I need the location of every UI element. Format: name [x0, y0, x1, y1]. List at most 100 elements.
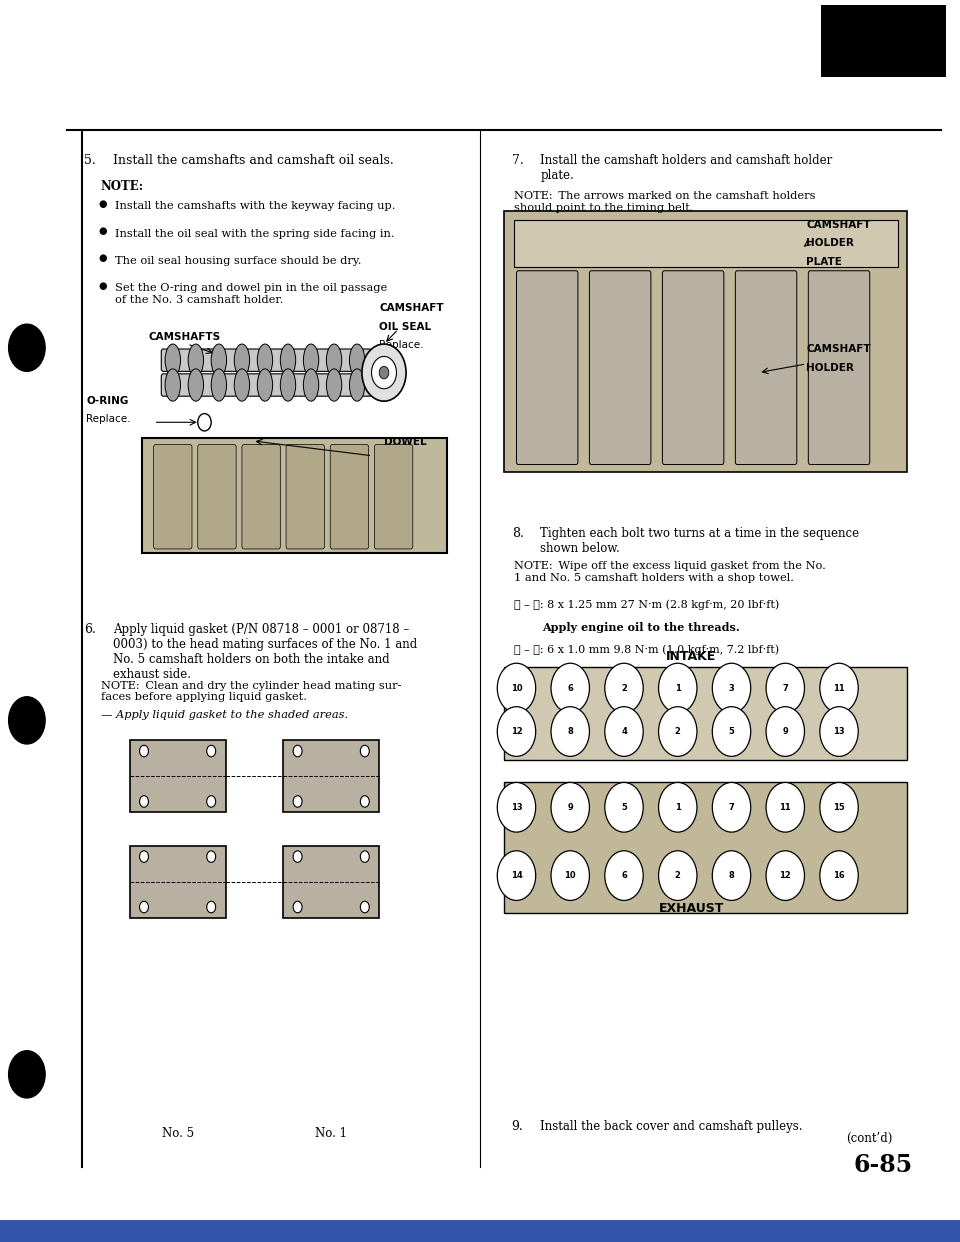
FancyBboxPatch shape	[161, 349, 372, 371]
Text: ●: ●	[99, 226, 107, 236]
Circle shape	[360, 796, 370, 807]
Text: HOLDER: HOLDER	[806, 363, 854, 373]
Text: ●: ●	[99, 281, 107, 291]
Text: 8.: 8.	[512, 527, 523, 539]
Text: CAMSHAFT: CAMSHAFT	[806, 344, 871, 354]
Circle shape	[360, 745, 370, 756]
Text: 9: 9	[567, 802, 573, 812]
Circle shape	[820, 663, 858, 713]
Text: NOTE: Wipe off the excess liquid gasket from the No.
1 and No. 5 camshaft holder: NOTE: Wipe off the excess liquid gasket …	[514, 561, 826, 582]
FancyBboxPatch shape	[516, 271, 578, 465]
Text: No. 1: No. 1	[315, 1128, 348, 1140]
FancyBboxPatch shape	[286, 445, 324, 549]
FancyBboxPatch shape	[154, 445, 192, 549]
Circle shape	[766, 782, 804, 832]
Text: PLATE: PLATE	[806, 257, 842, 267]
Text: Replace.: Replace.	[379, 340, 423, 350]
FancyBboxPatch shape	[504, 667, 907, 760]
Text: 7: 7	[782, 683, 788, 693]
Text: 7.: 7.	[512, 154, 523, 166]
Text: 6: 6	[567, 683, 573, 693]
FancyBboxPatch shape	[662, 271, 724, 465]
Text: 1: 1	[675, 802, 681, 812]
Text: ●: ●	[99, 253, 107, 263]
FancyBboxPatch shape	[589, 271, 651, 465]
Text: 12: 12	[511, 727, 522, 737]
Circle shape	[551, 663, 589, 713]
Text: 9.: 9.	[512, 1120, 523, 1133]
Ellipse shape	[257, 369, 273, 401]
Text: Install the camshafts and camshaft oil seals.: Install the camshafts and camshaft oil s…	[113, 154, 394, 166]
Circle shape	[712, 663, 751, 713]
Text: 7: 7	[729, 802, 734, 812]
Circle shape	[712, 782, 751, 832]
Circle shape	[820, 707, 858, 756]
Circle shape	[139, 902, 149, 913]
Circle shape	[659, 782, 697, 832]
Text: CAMSHAFT: CAMSHAFT	[806, 220, 871, 230]
Circle shape	[659, 663, 697, 713]
Circle shape	[206, 902, 216, 913]
Text: 2: 2	[675, 727, 681, 737]
Text: Install the oil seal with the spring side facing in.: Install the oil seal with the spring sid…	[115, 229, 395, 238]
FancyBboxPatch shape	[330, 445, 369, 549]
Text: 10: 10	[511, 683, 522, 693]
Text: 1: 1	[675, 683, 681, 693]
Circle shape	[497, 707, 536, 756]
Text: 6.: 6.	[84, 623, 96, 636]
Circle shape	[605, 663, 643, 713]
Circle shape	[605, 851, 643, 900]
Circle shape	[766, 851, 804, 900]
Ellipse shape	[188, 369, 204, 401]
Text: 5: 5	[621, 802, 627, 812]
Text: EXHAUST: EXHAUST	[659, 903, 724, 915]
Text: 11: 11	[780, 802, 791, 812]
Text: 2: 2	[621, 683, 627, 693]
FancyBboxPatch shape	[161, 374, 372, 396]
Circle shape	[551, 782, 589, 832]
FancyBboxPatch shape	[0, 1220, 960, 1242]
Text: Replace.: Replace.	[86, 414, 131, 424]
FancyBboxPatch shape	[198, 445, 236, 549]
Circle shape	[820, 851, 858, 900]
Circle shape	[9, 1051, 45, 1098]
Circle shape	[198, 414, 211, 431]
Text: Install the back cover and camshaft pulleys.: Install the back cover and camshaft pull…	[540, 1120, 803, 1133]
Text: 3: 3	[729, 683, 734, 693]
Text: Install the camshafts with the keyway facing up.: Install the camshafts with the keyway fa…	[115, 201, 396, 211]
Circle shape	[820, 782, 858, 832]
Circle shape	[659, 851, 697, 900]
Ellipse shape	[165, 369, 180, 401]
FancyBboxPatch shape	[808, 271, 870, 465]
Circle shape	[551, 707, 589, 756]
Text: DOWEL: DOWEL	[384, 437, 426, 447]
Ellipse shape	[326, 369, 342, 401]
Ellipse shape	[257, 344, 273, 376]
Text: 12: 12	[780, 871, 791, 881]
Text: ▬▬▬
●●●●: ▬▬▬ ●●●●	[866, 24, 900, 46]
Text: 8: 8	[729, 871, 734, 881]
Ellipse shape	[303, 369, 319, 401]
Text: ●: ●	[99, 199, 107, 209]
FancyBboxPatch shape	[514, 220, 898, 267]
FancyBboxPatch shape	[130, 846, 226, 918]
Text: O-RING: O-RING	[86, 396, 129, 406]
Circle shape	[712, 707, 751, 756]
Text: PIN: PIN	[384, 455, 404, 465]
Circle shape	[605, 707, 643, 756]
Text: Tighten each bolt two turns at a time in the sequence
shown below.: Tighten each bolt two turns at a time in…	[540, 527, 859, 555]
FancyBboxPatch shape	[130, 740, 226, 812]
Text: 16: 16	[833, 871, 845, 881]
FancyBboxPatch shape	[242, 445, 280, 549]
Text: 11: 11	[833, 683, 845, 693]
Circle shape	[497, 851, 536, 900]
Circle shape	[139, 851, 149, 862]
Text: 15: 15	[833, 802, 845, 812]
Ellipse shape	[211, 344, 227, 376]
FancyBboxPatch shape	[735, 271, 797, 465]
Text: ⑧ – ⑮: 6 x 1.0 mm 9.8 N·m (1.0 kgf·m, 7.2 lbf·ft): ⑧ – ⑮: 6 x 1.0 mm 9.8 N·m (1.0 kgf·m, 7.…	[514, 645, 779, 656]
Circle shape	[293, 851, 302, 862]
Circle shape	[139, 745, 149, 756]
Circle shape	[766, 707, 804, 756]
Circle shape	[293, 796, 302, 807]
